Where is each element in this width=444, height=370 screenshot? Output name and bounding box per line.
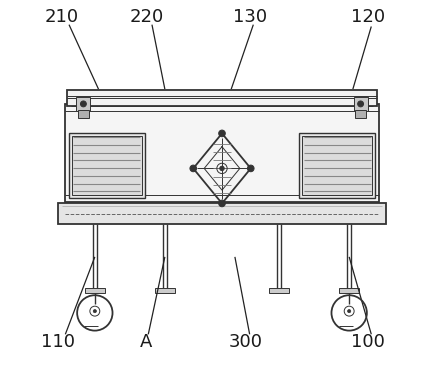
Bar (355, 110, 366, 118)
Circle shape (219, 200, 225, 207)
Bar (302, 136, 372, 195)
Bar (78, 110, 89, 118)
Bar (67, 90, 377, 106)
Bar (58, 204, 386, 224)
Circle shape (348, 310, 351, 313)
Circle shape (190, 165, 197, 172)
Bar (69, 134, 145, 198)
Text: 300: 300 (229, 333, 263, 351)
Text: 110: 110 (41, 333, 75, 351)
Bar (353, 97, 368, 111)
Text: 130: 130 (233, 8, 267, 26)
Text: 100: 100 (351, 333, 385, 351)
Bar (269, 288, 289, 293)
Circle shape (93, 310, 96, 313)
Circle shape (80, 101, 86, 107)
Bar (299, 134, 375, 198)
Text: 210: 210 (44, 8, 79, 26)
Bar (65, 104, 379, 202)
Circle shape (220, 166, 224, 171)
Bar (76, 97, 91, 111)
Text: 120: 120 (351, 8, 385, 26)
Text: 220: 220 (129, 8, 163, 26)
Circle shape (219, 130, 225, 137)
Bar (155, 288, 175, 293)
Bar (72, 136, 142, 195)
Circle shape (247, 165, 254, 172)
Bar (339, 288, 360, 293)
Circle shape (358, 101, 364, 107)
Text: A: A (140, 333, 153, 351)
Bar (84, 288, 105, 293)
